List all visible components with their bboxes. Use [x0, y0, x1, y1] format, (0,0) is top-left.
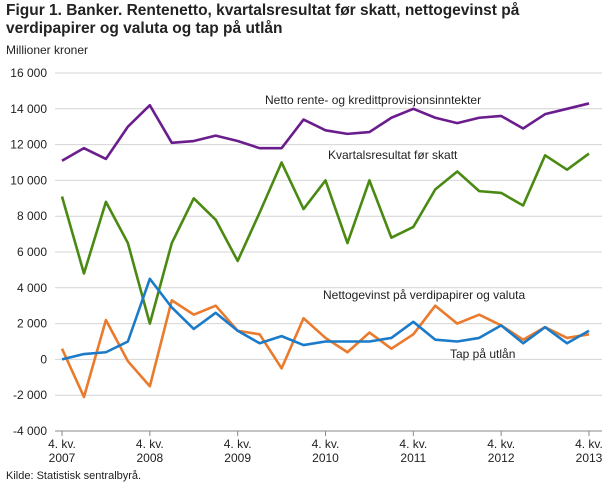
y-tick-label: 0 [40, 352, 47, 366]
y-tick-label: 12 000 [10, 138, 47, 152]
y-tick-label: 2 000 [17, 317, 47, 331]
y-tick-label: 6 000 [17, 245, 47, 259]
chart-title: Figur 1. Banker. Rentenetto, kvartalsres… [6, 2, 520, 37]
series-line [61, 277, 590, 361]
series-label: Kvartalsresultat før skatt [328, 148, 458, 162]
x-tick-label: 4. kv. 2012 [487, 437, 516, 465]
unit-label: Millioner kroner [6, 43, 89, 57]
series-label: Nettogevinst på verdipapirer og valuta [323, 288, 525, 302]
x-tick-label: 4. kv. 2008 [135, 437, 164, 465]
x-tick-label: 4. kv. 2013 [575, 437, 603, 465]
y-tick-label: 16 000 [10, 66, 47, 80]
series-label: Netto rente- og kredittprovisjonsinntekt… [265, 93, 481, 107]
series-line [61, 102, 590, 162]
series-line [60, 152, 590, 325]
y-tick-label: -2 000 [13, 388, 47, 402]
x-tick-label: 4. kv. 2011 [399, 437, 428, 465]
source: Kilde: Statistisk sentralbyrå. [6, 470, 142, 482]
x-tick-label: 4. kv. 2010 [311, 437, 340, 465]
y-tick-label: 4 000 [17, 281, 47, 295]
y-tick-label: 8 000 [17, 209, 47, 223]
y-tick-label: 14 000 [10, 102, 47, 116]
y-tick-label: -4 000 [13, 424, 47, 438]
x-tick-label: 4. kv. 2009 [223, 437, 252, 465]
x-tick-label: 4. kv. 2007 [48, 437, 76, 465]
y-tick-label: 10 000 [10, 173, 47, 187]
series-label: Tap på utlån [450, 347, 515, 361]
